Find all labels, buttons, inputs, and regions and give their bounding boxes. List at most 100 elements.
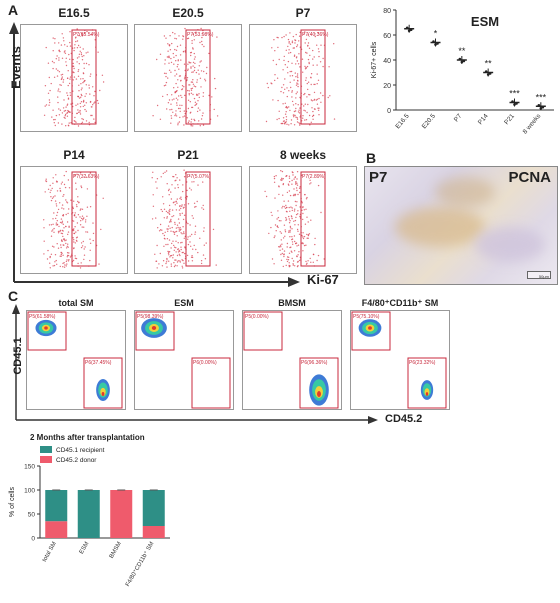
facs-event-dot bbox=[177, 242, 179, 244]
facs-event-dot bbox=[176, 254, 179, 257]
flow-gate-bottom-label: P6(37.45%) bbox=[85, 360, 112, 366]
facs-event-dot bbox=[84, 246, 86, 248]
facs-event-dot bbox=[201, 115, 204, 117]
facs-event-dot bbox=[176, 102, 178, 104]
facs-event-dot bbox=[292, 264, 294, 266]
esm-point bbox=[409, 28, 413, 32]
facs-event-dot bbox=[80, 52, 82, 54]
facs-event-dot bbox=[156, 58, 158, 61]
facs-event-dot bbox=[81, 35, 83, 37]
facs-event-dot bbox=[180, 232, 182, 234]
facs-event-dot bbox=[93, 118, 95, 120]
facs-event-dot bbox=[320, 101, 322, 104]
facs-event-dot bbox=[183, 232, 185, 235]
facs-event-dot bbox=[47, 92, 50, 95]
facs-event-dot bbox=[165, 262, 167, 265]
facs-event-dot bbox=[178, 121, 181, 123]
facs-event-dot bbox=[191, 42, 193, 44]
facs-event-dot bbox=[48, 99, 51, 101]
facs-event-dot bbox=[77, 214, 80, 216]
facs-event-dot bbox=[63, 194, 65, 196]
facs-event-dot bbox=[288, 206, 290, 209]
facs-event-dot bbox=[52, 67, 54, 70]
facs-event-dot bbox=[49, 184, 51, 187]
facs-event-dot bbox=[92, 239, 94, 242]
flow-gate-bottom bbox=[191, 357, 231, 409]
facs-event-dot bbox=[178, 228, 180, 230]
facs-event-dot bbox=[280, 232, 283, 234]
facs-event-dot bbox=[201, 40, 203, 43]
facs-event-dot bbox=[294, 193, 297, 196]
facs-event-dot bbox=[73, 228, 75, 230]
facs-event-dot bbox=[61, 222, 63, 224]
facs-event-dot bbox=[80, 101, 83, 103]
facs-event-dot bbox=[286, 242, 289, 245]
facs-gate-label: P7(65.54%) bbox=[73, 32, 100, 38]
facs-event-dot bbox=[179, 75, 182, 77]
facs-event-dot bbox=[47, 62, 50, 64]
facs-event-dot bbox=[278, 246, 280, 248]
facs-event-dot bbox=[61, 220, 64, 222]
facs-event-dot bbox=[291, 251, 293, 253]
facs-event-dot bbox=[69, 41, 71, 44]
facs-event-dot bbox=[297, 213, 299, 215]
facs-event-dot bbox=[299, 206, 301, 208]
facs-event-dot bbox=[62, 244, 64, 246]
facs-event-dot bbox=[200, 262, 203, 265]
facs-event-dot bbox=[172, 257, 174, 259]
facs-event-dot bbox=[294, 208, 296, 210]
flow-gate-top bbox=[27, 311, 67, 351]
scale-bar-label: 50μm bbox=[538, 274, 549, 279]
facs-event-dot bbox=[268, 232, 270, 235]
facs-event-dot bbox=[178, 209, 181, 211]
facs-event-dot bbox=[278, 58, 280, 61]
facs-event-dot bbox=[314, 35, 316, 38]
facs-event-dot bbox=[186, 195, 188, 198]
facs-event-dot bbox=[281, 178, 283, 180]
facs-event-dot bbox=[49, 89, 51, 92]
scale-bar bbox=[527, 271, 551, 279]
facs-event-dot bbox=[282, 194, 284, 196]
facs-event-dot bbox=[288, 175, 291, 177]
facs-event-dot bbox=[296, 44, 299, 46]
facs-event-dot bbox=[62, 79, 65, 81]
facs-event-dot bbox=[187, 238, 189, 240]
facs-event-dot bbox=[176, 202, 178, 204]
facs-event-dot bbox=[302, 117, 304, 119]
facs-event-dot bbox=[279, 231, 281, 233]
facs-event-dot bbox=[294, 265, 296, 267]
facs-event-dot bbox=[168, 221, 171, 223]
facs-event-dot bbox=[176, 198, 178, 200]
ihc-stain-label: PCNA bbox=[508, 169, 551, 186]
facs-event-dot bbox=[196, 110, 199, 113]
facs-event-dot bbox=[320, 44, 322, 46]
facs-event-dot bbox=[85, 102, 88, 104]
facs-event-dot bbox=[303, 105, 305, 107]
facs-event-dot bbox=[73, 239, 75, 241]
facs-event-dot bbox=[73, 214, 76, 217]
facs-event-dot bbox=[177, 59, 179, 61]
facs-event-dot bbox=[191, 233, 193, 236]
facs-event-dot bbox=[55, 68, 57, 70]
facs-event-dot bbox=[66, 115, 69, 117]
facs-event-dot bbox=[295, 204, 297, 207]
facs-event-dot bbox=[277, 99, 279, 102]
facs-event-dot bbox=[102, 197, 104, 199]
facs-event-dot bbox=[76, 61, 78, 63]
facs-event-dot bbox=[50, 224, 53, 226]
facs-event-dot bbox=[182, 35, 184, 37]
facs-event-dot bbox=[180, 196, 182, 198]
facs-event-dot bbox=[274, 79, 276, 82]
facs-frame bbox=[134, 166, 242, 274]
facs-event-dot bbox=[93, 95, 95, 97]
facs-event-dot bbox=[202, 95, 204, 98]
facs-event-dot bbox=[173, 244, 175, 247]
facs-event-dot bbox=[63, 183, 66, 186]
facs-event-dot bbox=[156, 104, 159, 107]
facs-event-dot bbox=[192, 61, 195, 64]
facs-event-dot bbox=[328, 66, 330, 68]
facs-event-dot bbox=[292, 194, 295, 197]
facs-event-dot bbox=[291, 236, 293, 238]
facs-event-dot bbox=[319, 92, 322, 94]
facs-event-dot bbox=[85, 84, 88, 86]
